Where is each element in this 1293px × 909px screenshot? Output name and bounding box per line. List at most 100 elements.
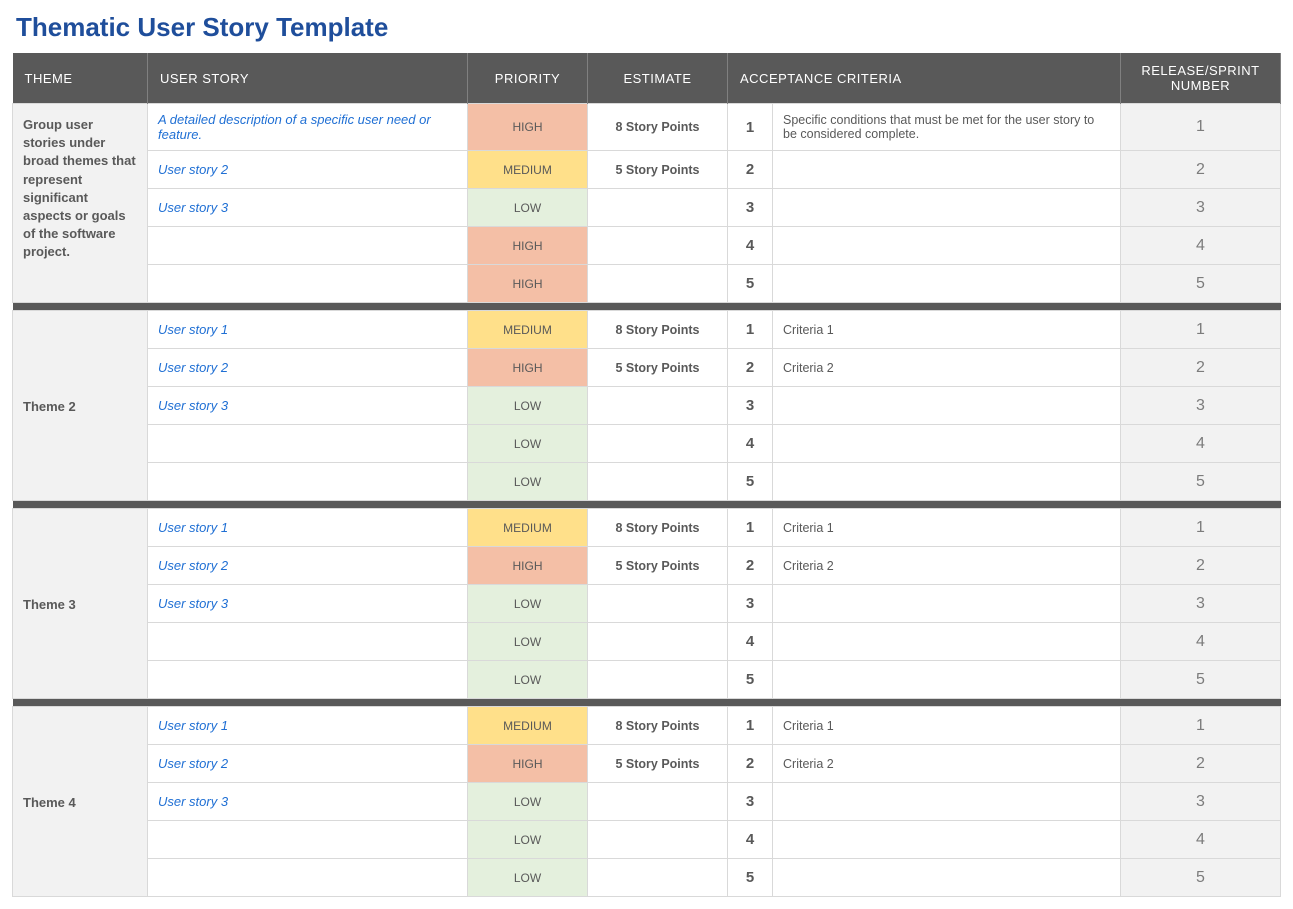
criteria-text-cell[interactable]: [773, 189, 1121, 227]
user-story-link[interactable]: User story 3: [158, 794, 228, 809]
estimate-cell[interactable]: 8 Story Points: [588, 707, 728, 745]
user-story-cell[interactable]: User story 3: [148, 783, 468, 821]
criteria-text-cell[interactable]: [773, 623, 1121, 661]
user-story-cell[interactable]: [148, 859, 468, 897]
user-story-cell[interactable]: [148, 821, 468, 859]
release-cell[interactable]: 5: [1121, 661, 1281, 699]
user-story-cell[interactable]: User story 1: [148, 707, 468, 745]
release-cell[interactable]: 1: [1121, 707, 1281, 745]
criteria-text-cell[interactable]: Criteria 1: [773, 509, 1121, 547]
criteria-text-cell[interactable]: Criteria 2: [773, 547, 1121, 585]
criteria-text-cell[interactable]: Criteria 2: [773, 349, 1121, 387]
user-story-cell[interactable]: User story 1: [148, 509, 468, 547]
estimate-cell[interactable]: 8 Story Points: [588, 104, 728, 151]
release-cell[interactable]: 1: [1121, 104, 1281, 151]
estimate-cell[interactable]: [588, 661, 728, 699]
priority-cell[interactable]: HIGH: [468, 349, 588, 387]
estimate-cell[interactable]: [588, 265, 728, 303]
user-story-cell[interactable]: A detailed description of a specific use…: [148, 104, 468, 151]
user-story-link[interactable]: User story 3: [158, 398, 228, 413]
priority-cell[interactable]: LOW: [468, 425, 588, 463]
user-story-cell[interactable]: [148, 265, 468, 303]
priority-cell[interactable]: MEDIUM: [468, 509, 588, 547]
priority-cell[interactable]: LOW: [468, 783, 588, 821]
release-cell[interactable]: 1: [1121, 311, 1281, 349]
criteria-text-cell[interactable]: [773, 783, 1121, 821]
estimate-cell[interactable]: [588, 189, 728, 227]
user-story-link[interactable]: User story 1: [158, 520, 228, 535]
release-cell[interactable]: 4: [1121, 425, 1281, 463]
criteria-text-cell[interactable]: [773, 859, 1121, 897]
criteria-text-cell[interactable]: [773, 151, 1121, 189]
estimate-cell[interactable]: [588, 585, 728, 623]
release-cell[interactable]: 2: [1121, 349, 1281, 387]
release-cell[interactable]: 3: [1121, 387, 1281, 425]
release-cell[interactable]: 5: [1121, 265, 1281, 303]
priority-cell[interactable]: LOW: [468, 821, 588, 859]
user-story-link[interactable]: User story 2: [158, 756, 228, 771]
release-cell[interactable]: 3: [1121, 585, 1281, 623]
user-story-link[interactable]: User story 1: [158, 322, 228, 337]
release-cell[interactable]: 5: [1121, 859, 1281, 897]
priority-cell[interactable]: MEDIUM: [468, 311, 588, 349]
user-story-link[interactable]: User story 1: [158, 718, 228, 733]
user-story-cell[interactable]: User story 2: [148, 745, 468, 783]
estimate-cell[interactable]: 5 Story Points: [588, 745, 728, 783]
criteria-text-cell[interactable]: [773, 585, 1121, 623]
release-cell[interactable]: 2: [1121, 151, 1281, 189]
user-story-cell[interactable]: User story 2: [148, 151, 468, 189]
criteria-text-cell[interactable]: [773, 227, 1121, 265]
release-cell[interactable]: 5: [1121, 463, 1281, 501]
theme-cell[interactable]: Theme 2: [13, 311, 148, 501]
release-cell[interactable]: 4: [1121, 821, 1281, 859]
criteria-text-cell[interactable]: [773, 463, 1121, 501]
user-story-cell[interactable]: User story 3: [148, 387, 468, 425]
priority-cell[interactable]: LOW: [468, 859, 588, 897]
priority-cell[interactable]: HIGH: [468, 745, 588, 783]
estimate-cell[interactable]: 5 Story Points: [588, 547, 728, 585]
user-story-cell[interactable]: [148, 425, 468, 463]
release-cell[interactable]: 1: [1121, 509, 1281, 547]
estimate-cell[interactable]: 5 Story Points: [588, 151, 728, 189]
theme-cell[interactable]: Theme 3: [13, 509, 148, 699]
priority-cell[interactable]: MEDIUM: [468, 707, 588, 745]
release-cell[interactable]: 3: [1121, 189, 1281, 227]
user-story-cell[interactable]: [148, 623, 468, 661]
priority-cell[interactable]: LOW: [468, 661, 588, 699]
estimate-cell[interactable]: [588, 425, 728, 463]
priority-cell[interactable]: LOW: [468, 623, 588, 661]
criteria-text-cell[interactable]: [773, 425, 1121, 463]
estimate-cell[interactable]: 5 Story Points: [588, 349, 728, 387]
priority-cell[interactable]: LOW: [468, 463, 588, 501]
user-story-cell[interactable]: [148, 463, 468, 501]
release-cell[interactable]: 3: [1121, 783, 1281, 821]
priority-cell[interactable]: HIGH: [468, 104, 588, 151]
estimate-cell[interactable]: 8 Story Points: [588, 311, 728, 349]
criteria-text-cell[interactable]: [773, 821, 1121, 859]
release-cell[interactable]: 2: [1121, 745, 1281, 783]
estimate-cell[interactable]: [588, 463, 728, 501]
user-story-cell[interactable]: User story 2: [148, 349, 468, 387]
priority-cell[interactable]: HIGH: [468, 265, 588, 303]
criteria-text-cell[interactable]: Specific conditions that must be met for…: [773, 104, 1121, 151]
criteria-text-cell[interactable]: Criteria 1: [773, 707, 1121, 745]
priority-cell[interactable]: HIGH: [468, 227, 588, 265]
criteria-text-cell[interactable]: Criteria 1: [773, 311, 1121, 349]
estimate-cell[interactable]: [588, 387, 728, 425]
criteria-text-cell[interactable]: [773, 387, 1121, 425]
criteria-text-cell[interactable]: Criteria 2: [773, 745, 1121, 783]
estimate-cell[interactable]: [588, 859, 728, 897]
user-story-link[interactable]: User story 3: [158, 596, 228, 611]
estimate-cell[interactable]: [588, 783, 728, 821]
estimate-cell[interactable]: [588, 821, 728, 859]
release-cell[interactable]: 4: [1121, 227, 1281, 265]
estimate-cell[interactable]: [588, 227, 728, 265]
estimate-cell[interactable]: [588, 623, 728, 661]
priority-cell[interactable]: LOW: [468, 189, 588, 227]
user-story-cell[interactable]: User story 3: [148, 585, 468, 623]
priority-cell[interactable]: HIGH: [468, 547, 588, 585]
user-story-cell[interactable]: User story 2: [148, 547, 468, 585]
user-story-cell[interactable]: [148, 661, 468, 699]
criteria-text-cell[interactable]: [773, 265, 1121, 303]
user-story-cell[interactable]: [148, 227, 468, 265]
